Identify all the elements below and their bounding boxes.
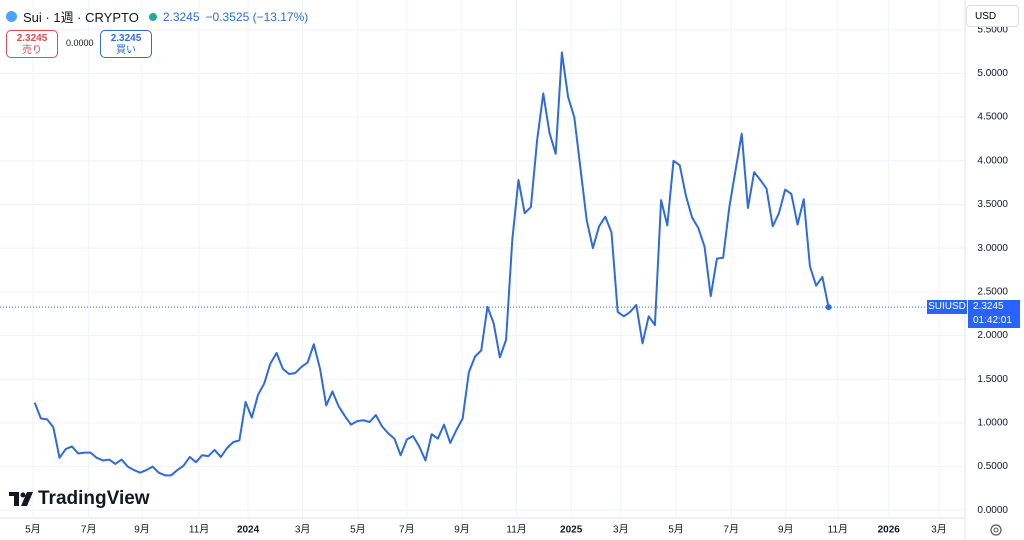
- symbol-header: Sui · 1週 · CRYPTO 2.3245 −0.3525 (−13.17…: [6, 7, 308, 26]
- sell-button[interactable]: 2.3245 売り: [6, 30, 58, 58]
- logo-part: [14, 492, 19, 506]
- x-tick-label: 7月: [723, 524, 739, 536]
- settings-icon[interactable]: [990, 524, 1002, 536]
- y-tick-label: 0.0000: [977, 505, 1008, 516]
- x-tick-label: 7月: [399, 524, 415, 536]
- sui-icon: [6, 11, 17, 22]
- x-tick-label: 11月: [189, 524, 209, 536]
- settings-icon-inner: [993, 527, 999, 533]
- symbol[interactable]: Sui · 1週 · CRYPTO: [23, 10, 139, 25]
- x-tick-label: 5月: [25, 524, 41, 536]
- x-tick-label: 5月: [350, 524, 366, 536]
- y-tick-label: 1.0000: [977, 418, 1008, 429]
- y-tick-label: 5.5000: [977, 24, 1008, 35]
- price-tag-price: 2.3245: [973, 301, 1004, 313]
- price-tag-symbol: SUIUSD: [927, 300, 967, 315]
- x-tick-label: 2024: [237, 525, 260, 536]
- y-tick-label: 3.5000: [977, 199, 1008, 210]
- price-change: −0.3525 (−13.17%): [205, 9, 309, 24]
- buy-button[interactable]: 2.3245 買い: [100, 30, 152, 58]
- y-tick-label: 4.5000: [977, 112, 1008, 123]
- x-tick-label: 11月: [828, 524, 848, 536]
- x-tick-label: 3月: [295, 524, 311, 536]
- x-tick-label: 3月: [931, 524, 947, 536]
- x-tick-label: 9月: [778, 524, 794, 536]
- y-tick-label: 3.0000: [977, 243, 1008, 254]
- market-status: [148, 12, 157, 21]
- tradingview-icon: [9, 492, 33, 506]
- x-tick-label: 5月: [668, 524, 684, 536]
- y-tick-label: 1.5000: [977, 374, 1008, 385]
- x-tick-label: 2026: [878, 525, 901, 536]
- spread: 0.0000: [66, 38, 94, 48]
- currency-select[interactable]: USD: [966, 5, 1019, 27]
- price-tag: 2.3245 01:42:01: [968, 300, 1020, 329]
- x-tick-label: 11月: [506, 524, 526, 536]
- y-tick-label: 2.5000: [977, 286, 1008, 297]
- plot: [0, 0, 965, 518]
- sell-label: 売り: [22, 45, 42, 56]
- x-tick-label: 3月: [613, 524, 629, 536]
- y-tick-label: 0.5000: [977, 461, 1008, 472]
- last-point: [825, 304, 832, 311]
- logo-part: [20, 492, 26, 498]
- buy-label: 買い: [116, 45, 136, 56]
- buy-price: 2.3245: [110, 33, 142, 44]
- price-tag-countdown: 01:42:01: [973, 315, 1012, 327]
- x-tick-label: 9月: [134, 524, 150, 536]
- last-price: 2.3245: [162, 9, 200, 24]
- logo-part: [21, 492, 33, 506]
- y-tick-label: 4.0000: [977, 155, 1008, 166]
- price-line: [33, 51, 830, 477]
- y-tick-label: 2.0000: [977, 330, 1008, 341]
- sell-price: 2.3245: [16, 33, 48, 44]
- x-tick-label: 9月: [454, 524, 470, 536]
- x-tick-label: 2025: [560, 525, 583, 536]
- y-tick-label: 5.0000: [977, 68, 1008, 79]
- logo: TradingView: [38, 488, 150, 509]
- x-tick-label: 7月: [81, 524, 97, 536]
